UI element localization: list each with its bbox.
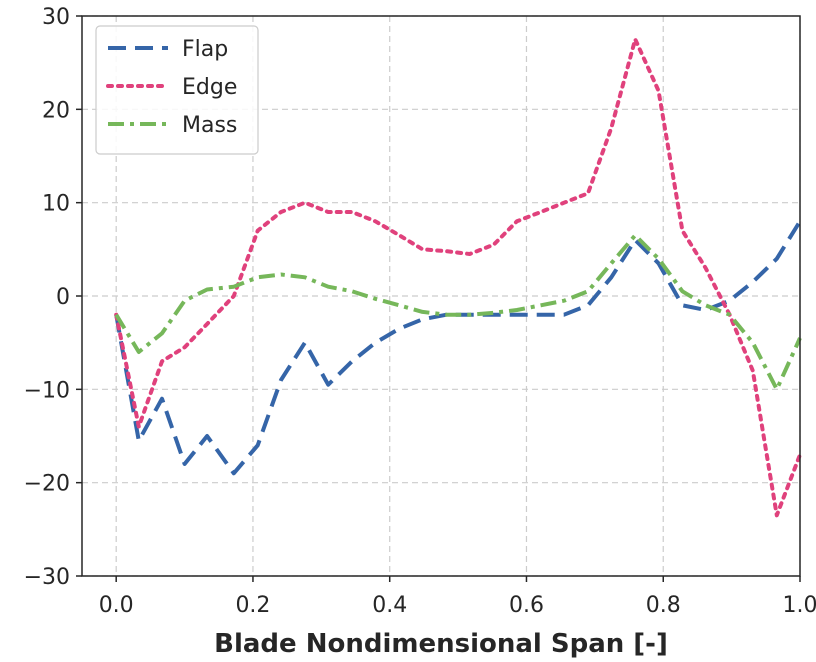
series-line-mass — [114, 233, 802, 392]
legend-label-edge: Edge — [182, 75, 237, 100]
legend-label-flap: Flap — [182, 37, 228, 62]
y-tick-label: 30 — [42, 5, 70, 30]
series-line-flap — [114, 220, 802, 476]
y-tick-label: −10 — [24, 378, 70, 403]
x-tick-label: 0.8 — [646, 593, 681, 618]
series-lines — [114, 37, 802, 518]
x-tick-label: 0.6 — [509, 593, 544, 618]
series-line-edge — [114, 37, 802, 518]
x-tick-label: 0.4 — [372, 593, 407, 618]
y-tick-label: 20 — [42, 98, 70, 123]
x-tick-label: 1.0 — [783, 593, 816, 618]
axis-ticks: 0.0 0.2 0.4 0.6 0.8 1.0 −30 −20 −10 0 10 20 30 — [24, 5, 816, 618]
legend-label-mass: Mass — [182, 113, 237, 138]
x-tick-label: 0.0 — [99, 593, 134, 618]
y-tick-label: −20 — [24, 472, 70, 497]
y-tick-label: 0 — [56, 285, 70, 310]
y-tick-label: −30 — [24, 565, 70, 590]
y-tick-label: 10 — [42, 192, 70, 217]
x-tick-label: 0.2 — [235, 593, 270, 618]
legend-box — [95, 25, 259, 155]
x-axis-title: Blade Nondimensional Span [-] — [214, 629, 668, 659]
legend: Flap Edge Mass — [95, 25, 259, 155]
